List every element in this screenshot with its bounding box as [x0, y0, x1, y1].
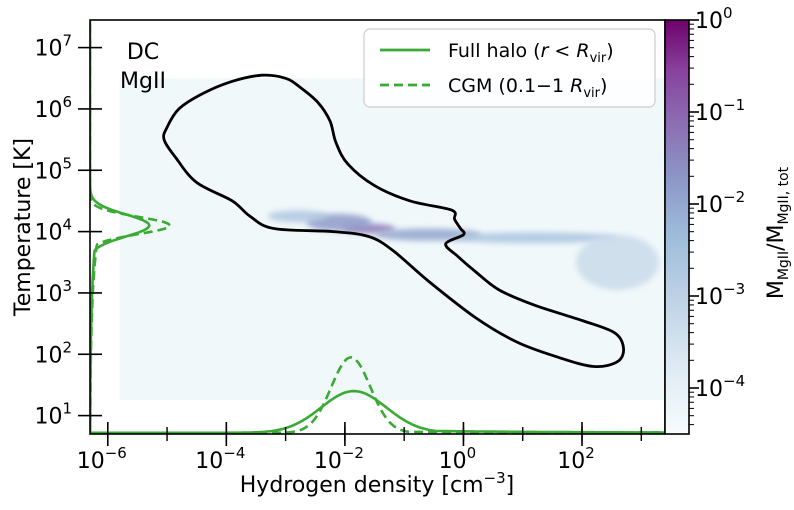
legend-label-full-halo: Full halo (r < Rvir) — [448, 40, 614, 66]
legend: Full halo (r < Rvir) CGM (0.1−1 Rvir) — [363, 28, 656, 108]
colorbar-tick-label: 10−2 — [695, 188, 745, 218]
heatmap-blob-5 — [576, 234, 660, 290]
y-tick-label: 105 — [34, 154, 72, 184]
x-axis-title: Hydrogen density [cm−3] — [240, 469, 514, 498]
colorbar-tick-label: 10−3 — [695, 280, 745, 310]
y-tick-label: 107 — [34, 32, 72, 62]
y-tick-label: 101 — [34, 400, 72, 430]
contour-layer — [162, 73, 625, 369]
heatmap-blob-4 — [451, 232, 618, 244]
y-tick-label: 103 — [34, 277, 72, 307]
colorbar-gradient — [665, 20, 689, 434]
legend-box — [363, 28, 656, 108]
y-tick-label: 106 — [34, 93, 72, 123]
x-tick-label: 10−4 — [195, 444, 245, 474]
panel-label-line1: DC — [127, 40, 159, 65]
legend-label-cgm: CGM (0.1−1 Rvir) — [448, 75, 607, 101]
x-tick-label: 10−6 — [77, 444, 127, 474]
contour-line — [162, 73, 625, 369]
x-tick-label: 102 — [557, 444, 595, 474]
y-tick-label: 104 — [34, 216, 72, 246]
colorbar-tick-label: 100 — [695, 4, 733, 34]
panel-label-line2: MgII — [120, 69, 166, 94]
colorbar-tick-label: 10−4 — [695, 372, 745, 402]
colorbar: 100 10−1 10−2 10−3 10−4 MMgII/MMgII, tot — [664, 4, 792, 435]
colorbar-tick-label: 10−1 — [695, 96, 745, 126]
y-tick-label: 102 — [34, 338, 72, 368]
x-tick-label: 100 — [439, 444, 477, 474]
colorbar-frame — [664, 19, 690, 435]
marginal-x-cgm — [90, 355, 665, 434]
colorbar-ticks: 100 10−1 10−2 10−3 10−4 — [689, 4, 745, 426]
y-axis-ticks: 101 102 103 104 105 106 107 — [34, 32, 102, 430]
x-tick-label: 10−2 — [314, 444, 364, 474]
x-axis-ticks: 10−6 10−4 10−2 100 102 — [77, 422, 642, 474]
heatmap-layer — [119, 78, 665, 401]
heatmap-blob-3 — [267, 210, 328, 223]
colorbar-title: MMgII/MMgII, tot — [764, 166, 792, 299]
y-axis-title: Temperature [K] — [11, 138, 36, 317]
